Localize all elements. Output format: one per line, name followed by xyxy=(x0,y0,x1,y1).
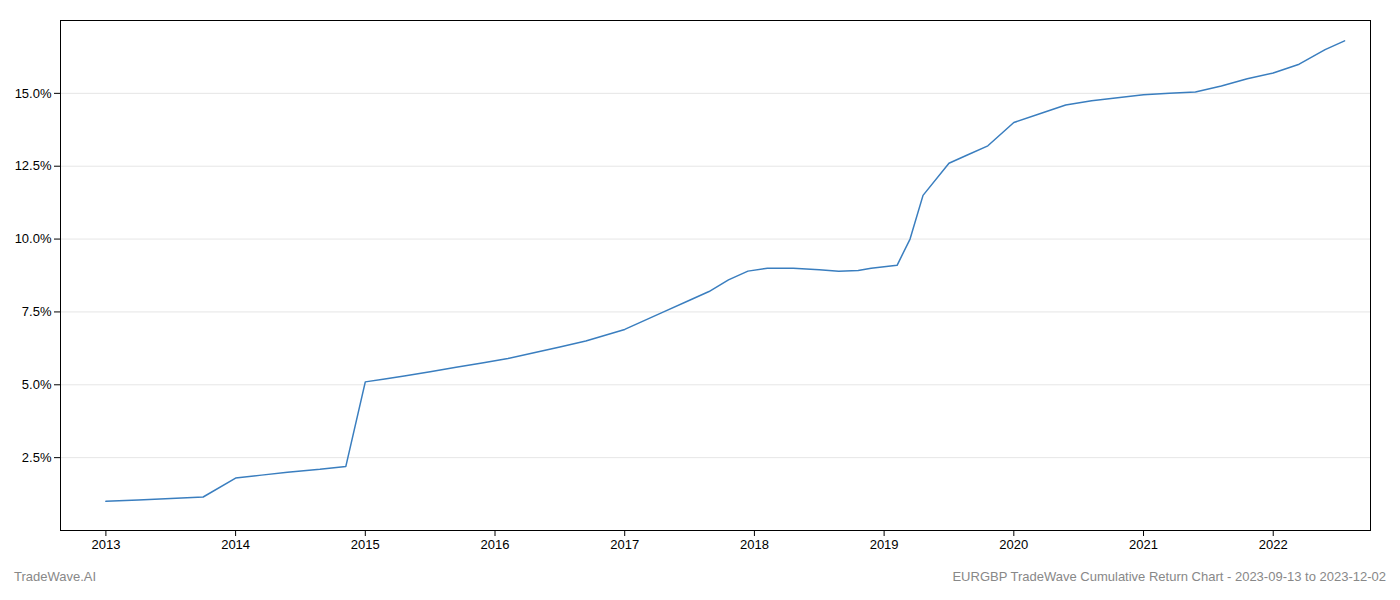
svg-text:2015: 2015 xyxy=(351,537,380,552)
svg-text:2018: 2018 xyxy=(740,537,769,552)
svg-text:5.0%: 5.0% xyxy=(22,377,52,392)
svg-text:2021: 2021 xyxy=(1129,537,1158,552)
svg-text:2019: 2019 xyxy=(870,537,899,552)
svg-text:2013: 2013 xyxy=(91,537,120,552)
svg-text:2.5%: 2.5% xyxy=(22,450,52,465)
svg-text:2016: 2016 xyxy=(481,537,510,552)
svg-text:15.0%: 15.0% xyxy=(15,86,52,101)
html-text:TradeWave.AI: TradeWave.AI xyxy=(14,569,97,584)
svg-text:2020: 2020 xyxy=(999,537,1028,552)
svg-text:2014: 2014 xyxy=(221,537,250,552)
svg-text:10.0%: 10.0% xyxy=(15,231,52,246)
svg-text:2017: 2017 xyxy=(610,537,639,552)
svg-text:7.5%: 7.5% xyxy=(22,304,52,319)
html-text:EURGBP TradeWave Cumulative Re: EURGBP TradeWave Cumulative Return Chart… xyxy=(952,569,1386,584)
svg-text:2022: 2022 xyxy=(1259,537,1288,552)
svg-text:12.5%: 12.5% xyxy=(15,158,52,173)
